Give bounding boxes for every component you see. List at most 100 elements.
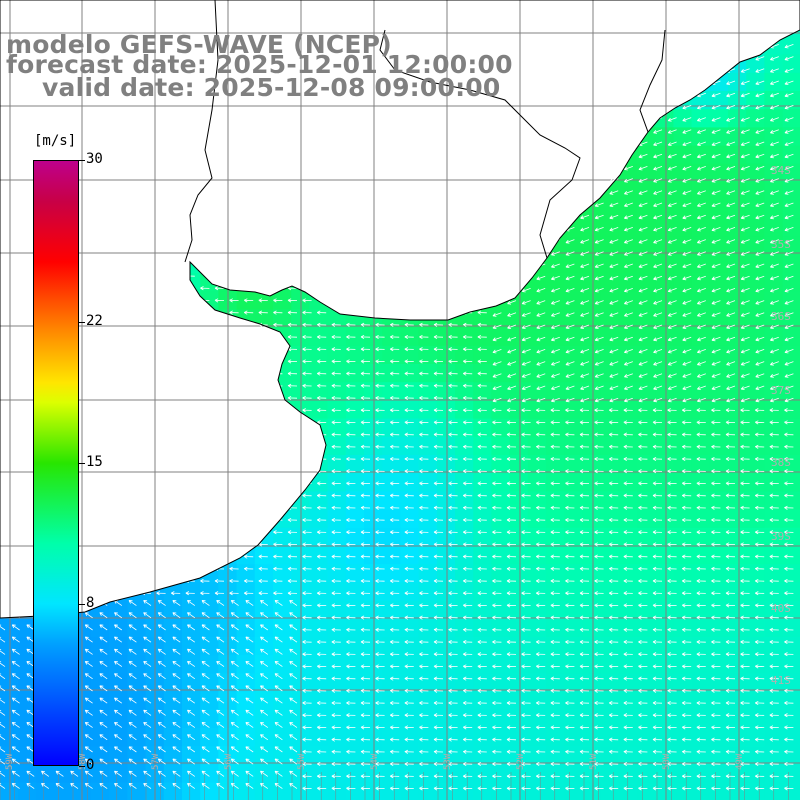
- wind-arrow: [506, 664, 517, 669]
- wind-arrow: [260, 636, 269, 643]
- wind-arrow: [506, 688, 517, 693]
- wind-arrow: [594, 214, 604, 220]
- wind-arrow: [477, 359, 487, 364]
- wind-arrow: [230, 661, 239, 667]
- wind-arrow: [653, 153, 663, 159]
- wind-arrow: [316, 639, 327, 645]
- wind-arrow: [302, 652, 312, 657]
- lat-label: 38S: [771, 456, 791, 469]
- wind-arrow: [419, 371, 429, 376]
- wind-arrow: [477, 505, 487, 510]
- wind-arrow: [652, 737, 663, 742]
- wind-arrow: [624, 336, 633, 342]
- wind-arrow: [128, 685, 137, 692]
- wind-arrow: [682, 361, 692, 366]
- wind-arrow: [302, 395, 312, 401]
- wind-arrow: [331, 554, 341, 559]
- wind-arrow: [274, 734, 283, 741]
- wind-arrow: [99, 661, 108, 667]
- wind-arrow: [754, 444, 765, 449]
- wind-arrow: [682, 105, 692, 110]
- wind-arrow: [346, 408, 356, 413]
- wind-arrow: [346, 676, 356, 681]
- wind-arrow: [404, 700, 414, 706]
- wind-arrow: [726, 336, 736, 342]
- wind-arrow: [652, 420, 663, 425]
- wind-arrow: [216, 685, 225, 692]
- wind-arrow: [419, 542, 429, 547]
- wind-arrow: [609, 202, 619, 207]
- wind-arrow: [331, 347, 341, 352]
- wind-arrow: [433, 664, 444, 669]
- wind-arrow: [477, 725, 487, 730]
- wind-arrow: [608, 456, 619, 462]
- wind-arrow: [682, 153, 692, 159]
- wind-arrow: [404, 774, 414, 779]
- wind-arrow: [784, 141, 794, 146]
- wind-arrow: [565, 737, 575, 742]
- wind-arrow: [99, 697, 108, 704]
- wind-arrow: [682, 300, 692, 305]
- wind-arrow: [216, 673, 225, 680]
- wind-arrow: [346, 639, 356, 645]
- wind-arrow: [521, 349, 531, 354]
- wind-arrow: [667, 566, 677, 571]
- wind-arrow: [245, 758, 254, 765]
- wind-arrow: [594, 324, 604, 329]
- wind-arrow: [754, 432, 765, 437]
- wind-arrow: [419, 334, 429, 340]
- wind-arrow: [667, 713, 677, 718]
- wind-arrow: [521, 420, 531, 425]
- wind-arrow: [346, 554, 356, 559]
- wind-arrow: [711, 676, 721, 681]
- wind-arrow: [770, 141, 779, 146]
- wind-arrow: [462, 700, 473, 706]
- wind-arrow: [550, 493, 560, 498]
- wind-arrow: [667, 542, 677, 547]
- wind-arrow: [579, 761, 590, 767]
- wind-arrow: [448, 676, 458, 681]
- wind-arrow: [360, 603, 371, 608]
- wind-arrow: [302, 517, 312, 523]
- wind-arrow: [711, 105, 721, 110]
- wind-arrow: [274, 661, 283, 667]
- wind-arrow: [507, 361, 517, 366]
- wind-arrow: [725, 432, 736, 437]
- wind-arrow: [638, 469, 648, 474]
- wind-arrow: [302, 713, 312, 718]
- wind-arrow: [331, 615, 341, 620]
- wind-arrow: [404, 627, 414, 632]
- wind-arrow: [273, 371, 283, 376]
- wind-arrow: [638, 349, 648, 354]
- wind-arrow: [551, 361, 560, 366]
- wind-arrow: [535, 505, 546, 510]
- wind-arrow: [740, 324, 750, 329]
- wind-arrow: [302, 603, 312, 608]
- wind-arrow: [41, 783, 50, 789]
- wind-arrow: [172, 709, 181, 716]
- wind-arrow: [448, 542, 458, 547]
- wind-arrow: [492, 361, 502, 366]
- wind-arrow: [755, 56, 765, 61]
- wind-arrow: [550, 578, 560, 584]
- wind-arrow: [740, 566, 750, 571]
- wind-arrow: [711, 444, 721, 449]
- wind-arrow: [652, 615, 663, 620]
- wind-arrow: [696, 591, 706, 596]
- wind-arrow: [302, 298, 312, 303]
- wind-arrow: [346, 371, 356, 376]
- wind-arrow: [216, 722, 225, 728]
- wind-arrow: [0, 734, 6, 741]
- wind-arrow: [608, 774, 619, 779]
- wind-arrow: [754, 481, 765, 486]
- wind-arrow: [302, 310, 312, 315]
- wind-arrow: [579, 749, 590, 754]
- wind-arrow: [711, 469, 721, 474]
- wind-arrow: [346, 395, 356, 401]
- wind-arrow: [492, 627, 502, 632]
- wind-arrow: [521, 652, 531, 657]
- wind-arrow: [697, 336, 706, 342]
- wind-arrow: [725, 481, 736, 486]
- wind-arrow: [755, 361, 765, 366]
- wind-arrow: [550, 456, 560, 462]
